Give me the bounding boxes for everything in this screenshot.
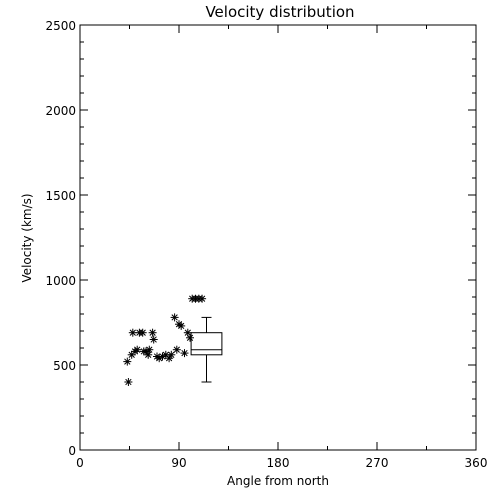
data-point xyxy=(186,333,194,342)
y-tick-label: 500 xyxy=(53,359,76,373)
data-point xyxy=(148,328,157,337)
x-tick-label: 360 xyxy=(465,456,488,470)
data-point xyxy=(145,345,154,354)
x-axis-ticks xyxy=(79,25,477,450)
data-point xyxy=(172,345,181,354)
data-point xyxy=(128,328,137,337)
y-axis-label: Velocity (km/s) xyxy=(20,193,34,282)
y-axis-tick-labels: 0 500 1000 1500 2000 2500 xyxy=(45,19,76,458)
data-point xyxy=(124,378,133,386)
data-point xyxy=(167,350,176,359)
data-point xyxy=(198,294,207,303)
data-point xyxy=(127,350,136,359)
data-points xyxy=(123,294,207,386)
y-tick-label: 1500 xyxy=(45,189,76,203)
x-tick-label: 0 xyxy=(76,456,84,470)
data-point xyxy=(133,345,142,354)
y-axis-ticks xyxy=(80,24,476,451)
x-axis-label: Angle from north xyxy=(227,474,329,488)
data-point xyxy=(177,321,186,330)
data-point xyxy=(138,328,147,337)
x-tick-label: 90 xyxy=(171,456,186,470)
data-point xyxy=(149,335,158,344)
data-point xyxy=(144,350,153,359)
y-tick-label: 0 xyxy=(68,444,76,458)
x-tick-label: 180 xyxy=(267,456,290,470)
x-axis-tick-labels: 0 90 180 270 360 xyxy=(76,456,487,470)
x-tick-label: 270 xyxy=(366,456,389,470)
data-point xyxy=(180,349,189,358)
y-tick-label: 1000 xyxy=(45,274,76,288)
data-point xyxy=(170,313,179,322)
y-tick-label: 2000 xyxy=(45,104,76,118)
y-tick-label: 2500 xyxy=(45,19,76,33)
velocity-boxplot xyxy=(190,316,223,383)
chart-title: Velocity distribution xyxy=(205,3,354,21)
data-point xyxy=(158,352,167,361)
data-point xyxy=(123,357,132,366)
